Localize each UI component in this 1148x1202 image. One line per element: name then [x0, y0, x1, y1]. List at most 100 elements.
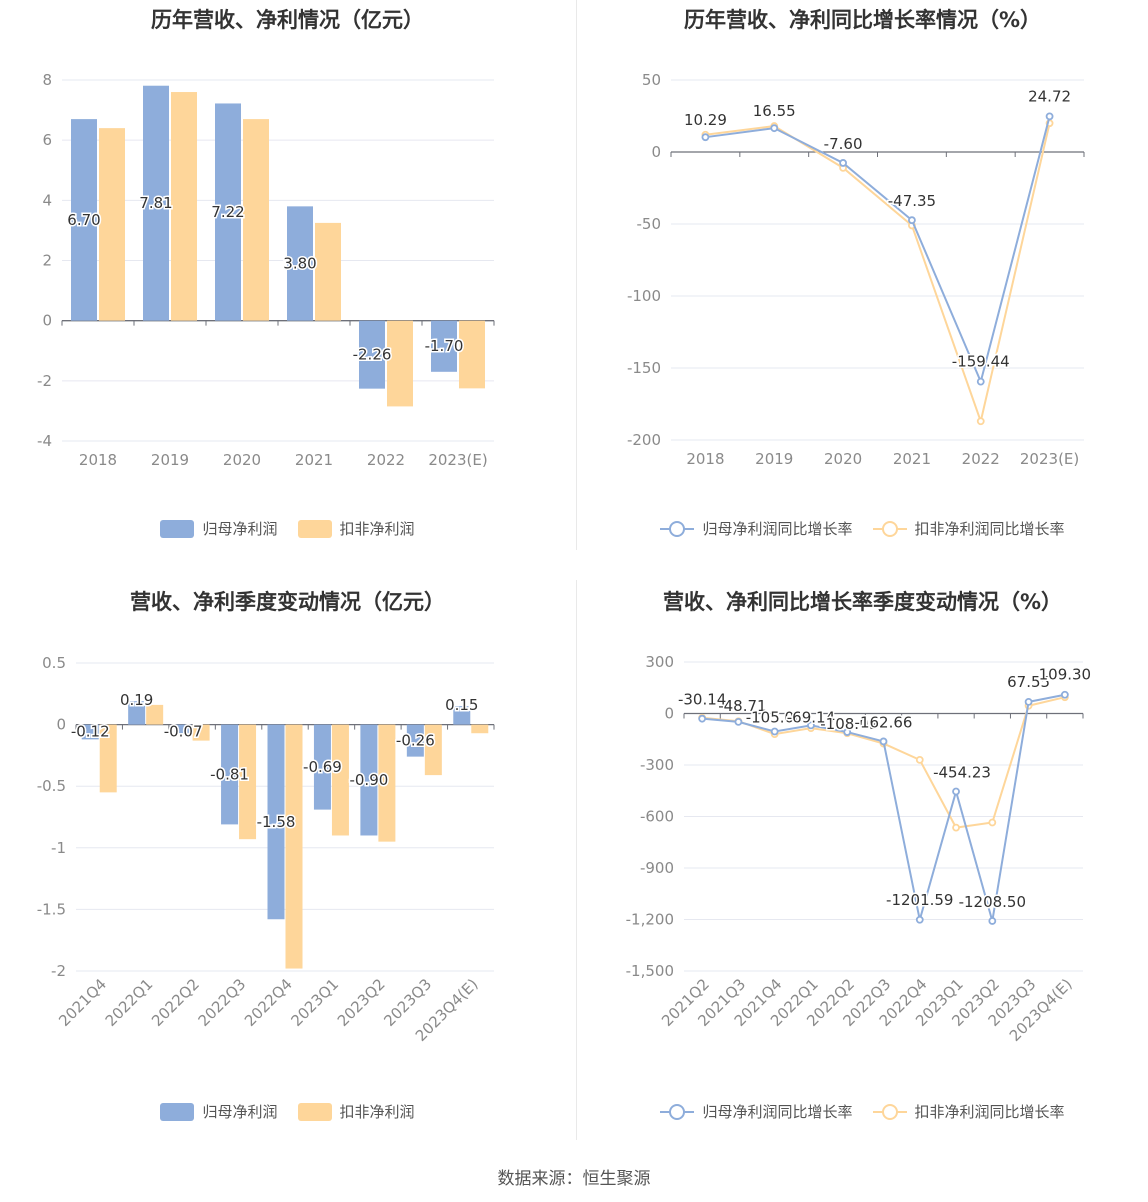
point-parent-growth [770, 124, 779, 133]
chart-title: 营收、净利季度变动情况（亿元） [130, 590, 445, 614]
vertical-divider [576, 580, 577, 1140]
bar-deducted-net-profit [331, 724, 349, 836]
point-parent-growth [915, 915, 924, 924]
y-tick-label: 0.5 [42, 654, 66, 672]
legend-item-deducted-growth[interactable]: 扣非净利润同比增长率 [872, 518, 1065, 539]
x-tick-label: 2022Q1 [102, 975, 157, 1030]
bar-deducted-net-profit [378, 724, 396, 842]
bar-deducted-net-profit [99, 724, 117, 793]
x-tick-label: 2021 [893, 450, 931, 468]
legend-label: 归母净利润 [202, 520, 278, 538]
legend-swatch-orange [297, 1102, 332, 1121]
data-label: -454.23 [933, 763, 991, 781]
data-label: 6.70 [67, 211, 100, 229]
legend-line-blue [660, 520, 695, 538]
data-label: -2.26 [353, 346, 392, 364]
point-parent-growth [839, 159, 847, 167]
legend: 归母净利润同比增长率 扣非净利润同比增长率 [577, 518, 1148, 539]
legend-item-parent-net-profit[interactable]: 归母净利润 [160, 1101, 278, 1122]
y-tick-label: 0 [651, 143, 661, 161]
data-label: 109.30 [1039, 666, 1092, 684]
legend-label: 归母净利润 [202, 1103, 278, 1121]
quarterly-profit-bar-chart: -2 -1.5 -1 -0.5 0 0.5 2021Q42022Q12022Q22022Q3… [37, 654, 495, 1045]
y-tick-label: -200 [627, 431, 661, 449]
data-label: -0.69 [303, 758, 342, 776]
legend-item-deducted-net-profit[interactable]: 扣非净利润 [297, 518, 415, 539]
point-parent-growth [1060, 690, 1069, 699]
bar-deducted-net-profit [146, 704, 164, 725]
y-tick-label: 50 [642, 71, 661, 89]
data-label: -1208.50 [959, 893, 1026, 911]
data-label: 10.29 [684, 111, 727, 129]
legend-item-parent-net-profit[interactable]: 归母净利润 [160, 518, 278, 539]
point-deducted-growth [952, 823, 960, 832]
y-tick-label: -50 [637, 215, 662, 233]
point-parent-growth [770, 727, 779, 736]
point-parent-growth [843, 728, 852, 736]
point-parent-growth [734, 717, 743, 726]
line-parent-growth [705, 116, 1051, 385]
bar-parent-net-profit [71, 119, 97, 321]
data-label: -47.35 [888, 192, 936, 210]
legend-label: 归母净利润同比增长率 [702, 520, 853, 538]
data-label: -30.14 [678, 691, 726, 709]
annual-growth-panel: 历年营收、净利同比增长率情况（%） -200 -150 -100 -50 0 50 2018… [577, 0, 1148, 550]
legend-label: 扣非净利润同比增长率 [914, 1103, 1065, 1121]
y-tick-label: -1,200 [626, 911, 674, 929]
legend-item-deducted-net-profit[interactable]: 扣非净利润 [297, 1101, 415, 1122]
bar-deducted-net-profit [285, 724, 303, 969]
legend-item-parent-growth[interactable]: 归母净利润同比增长率 [660, 1101, 853, 1122]
data-label: -159.44 [952, 353, 1010, 371]
x-tick-label: 2019 [151, 451, 189, 469]
x-tick-label: 2021Q4 [55, 975, 110, 1030]
x-tick-label: 2022Q3 [195, 975, 250, 1030]
y-tick-label: -1 [51, 839, 66, 857]
point-parent-growth [879, 737, 888, 746]
y-tick-label: 6 [42, 131, 52, 149]
bar-deducted-net-profit [239, 724, 257, 840]
legend-line-orange [872, 1103, 907, 1121]
y-tick-label: 8 [42, 71, 52, 89]
bar-parent-net-profit [128, 701, 146, 725]
line-deducted-growth [705, 122, 1051, 425]
bar-parent-net-profit [406, 724, 424, 757]
point-parent-growth [807, 721, 815, 730]
bar-deducted-net-profit [387, 320, 413, 407]
data-label: -0.26 [396, 732, 435, 750]
chart-title: 历年营收、净利情况（亿元） [151, 8, 424, 32]
y-tick-label: 2 [42, 252, 52, 270]
point-parent-growth [908, 216, 916, 225]
data-label: -0.81 [210, 765, 249, 783]
data-source: 数据来源：恒生聚源 [497, 1169, 651, 1189]
data-label: -1201.59 [886, 891, 953, 909]
bar-parent-net-profit [81, 724, 99, 740]
x-tick-label: 2021 [295, 451, 333, 469]
data-label: 3.80 [283, 255, 316, 273]
y-tick-label: -0.5 [37, 777, 66, 795]
legend-label: 扣非净利润 [339, 1103, 415, 1121]
quarterly-growth-panel: 营收、净利同比增长率季度变动情况（%） -1,500 -1,200 -900 -600… [577, 580, 1148, 1140]
legend-item-parent-growth[interactable]: 归母净利润同比增长率 [660, 518, 853, 539]
bar-parent-net-profit [215, 103, 241, 321]
x-tick-label: 2022Q4 [241, 975, 296, 1030]
point-parent-growth [1045, 112, 1054, 121]
chart-title: 营收、净利同比增长率季度变动情况（%） [662, 590, 1063, 614]
data-label: -0.90 [349, 771, 388, 789]
bar-parent-net-profit [221, 724, 239, 825]
legend: 归母净利润同比增长率 扣非净利润同比增长率 [577, 1101, 1148, 1122]
y-tick-label: -1,500 [626, 962, 674, 980]
data-label: -1.70 [425, 337, 464, 355]
legend-line-orange [872, 520, 907, 538]
y-tick-label: 0 [42, 312, 52, 330]
bar-deducted-net-profit [315, 222, 341, 321]
y-tick-label: -2 [51, 962, 66, 980]
bar-parent-net-profit [143, 85, 169, 321]
y-tick-label: -1.5 [37, 900, 66, 918]
point-parent-growth [976, 377, 985, 386]
bar-deducted-net-profit [192, 724, 210, 741]
x-tick-label: 2018 [686, 450, 724, 468]
legend-label: 扣非净利润 [339, 520, 415, 538]
legend-item-deducted-growth[interactable]: 扣非净利润同比增长率 [872, 1101, 1065, 1122]
bar-parent-net-profit [453, 706, 471, 725]
annual-growth-line-chart: -200 -150 -100 -50 0 50 2018 2019 2020 2021 2022 20… [627, 71, 1085, 468]
